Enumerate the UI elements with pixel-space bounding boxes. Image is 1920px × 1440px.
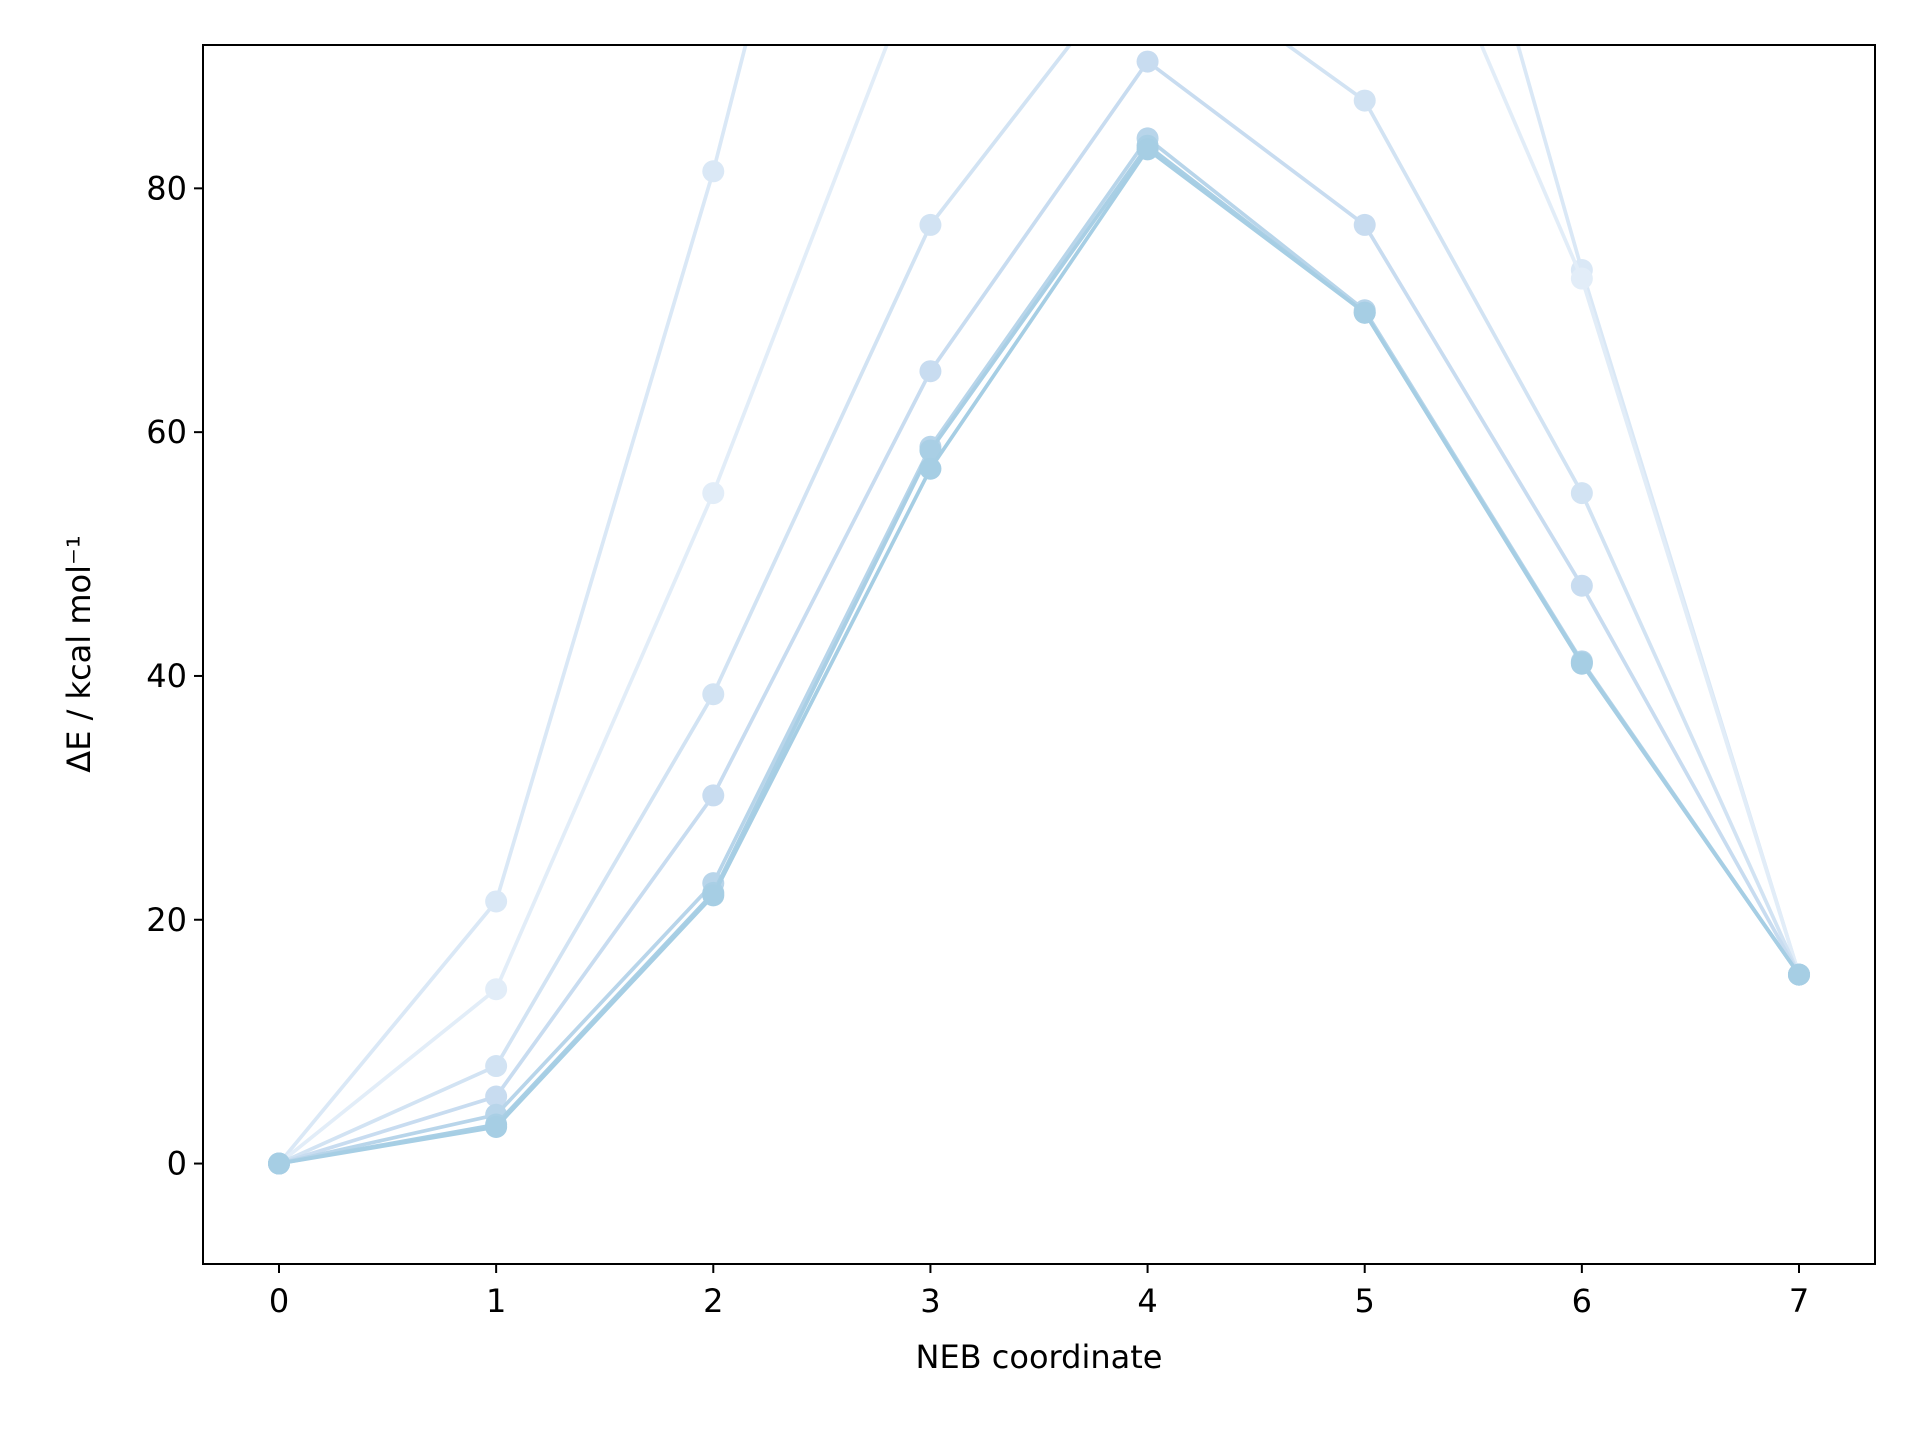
x-axis-label: NEB coordinate bbox=[916, 1338, 1163, 1376]
series-marker bbox=[268, 1152, 290, 1175]
y-axis-label: ΔE / kcal mol⁻¹ bbox=[60, 535, 98, 772]
series-line bbox=[277, 45, 1801, 1165]
x-tick-label: 5 bbox=[1355, 1282, 1375, 1320]
y-tick-label: 60 bbox=[146, 413, 187, 451]
series-marker bbox=[919, 457, 942, 480]
series-marker bbox=[1136, 50, 1159, 73]
series-line bbox=[278, 146, 1801, 1166]
y-tick-label: 80 bbox=[146, 169, 187, 207]
axes-frame bbox=[202, 44, 1876, 1265]
series-marker bbox=[485, 890, 508, 913]
series-line bbox=[278, 45, 1801, 1166]
series-marker bbox=[702, 784, 725, 807]
series-marker bbox=[919, 213, 942, 236]
x-tick-label: 6 bbox=[1572, 1282, 1592, 1320]
y-tick-label: 20 bbox=[146, 901, 187, 939]
x-tick-label: 1 bbox=[486, 1282, 506, 1320]
series-line bbox=[278, 143, 1801, 1166]
y-tick-label: 40 bbox=[146, 657, 187, 695]
series-line bbox=[277, 45, 1801, 1165]
series-marker bbox=[919, 360, 942, 383]
series-line bbox=[278, 58, 1801, 1166]
series-marker bbox=[485, 978, 508, 1001]
x-tick-label: 4 bbox=[1137, 1282, 1157, 1320]
series-marker bbox=[702, 482, 725, 505]
series-marker bbox=[1353, 213, 1376, 236]
series-marker bbox=[485, 1085, 508, 1108]
series-marker bbox=[485, 1055, 508, 1078]
series-line bbox=[278, 135, 1801, 1166]
x-tick-label: 7 bbox=[1789, 1282, 1809, 1320]
series-marker bbox=[1788, 963, 1810, 986]
series-marker bbox=[1570, 267, 1593, 290]
x-tick-label: 3 bbox=[920, 1282, 940, 1320]
plot-area bbox=[268, 45, 1810, 1175]
series-marker bbox=[919, 439, 942, 462]
y-tick-label: 0 bbox=[167, 1145, 187, 1183]
series-marker bbox=[485, 1115, 508, 1138]
series-marker bbox=[1136, 138, 1159, 161]
series-marker bbox=[1570, 482, 1593, 505]
series-marker bbox=[702, 683, 725, 706]
series-marker bbox=[1570, 574, 1593, 597]
series-marker bbox=[702, 884, 725, 907]
series-marker bbox=[1353, 89, 1376, 112]
series-marker bbox=[1353, 301, 1376, 324]
series-marker bbox=[1570, 652, 1593, 675]
x-tick-label: 0 bbox=[269, 1282, 289, 1320]
x-tick-label: 2 bbox=[703, 1282, 723, 1320]
series-marker bbox=[702, 160, 725, 183]
